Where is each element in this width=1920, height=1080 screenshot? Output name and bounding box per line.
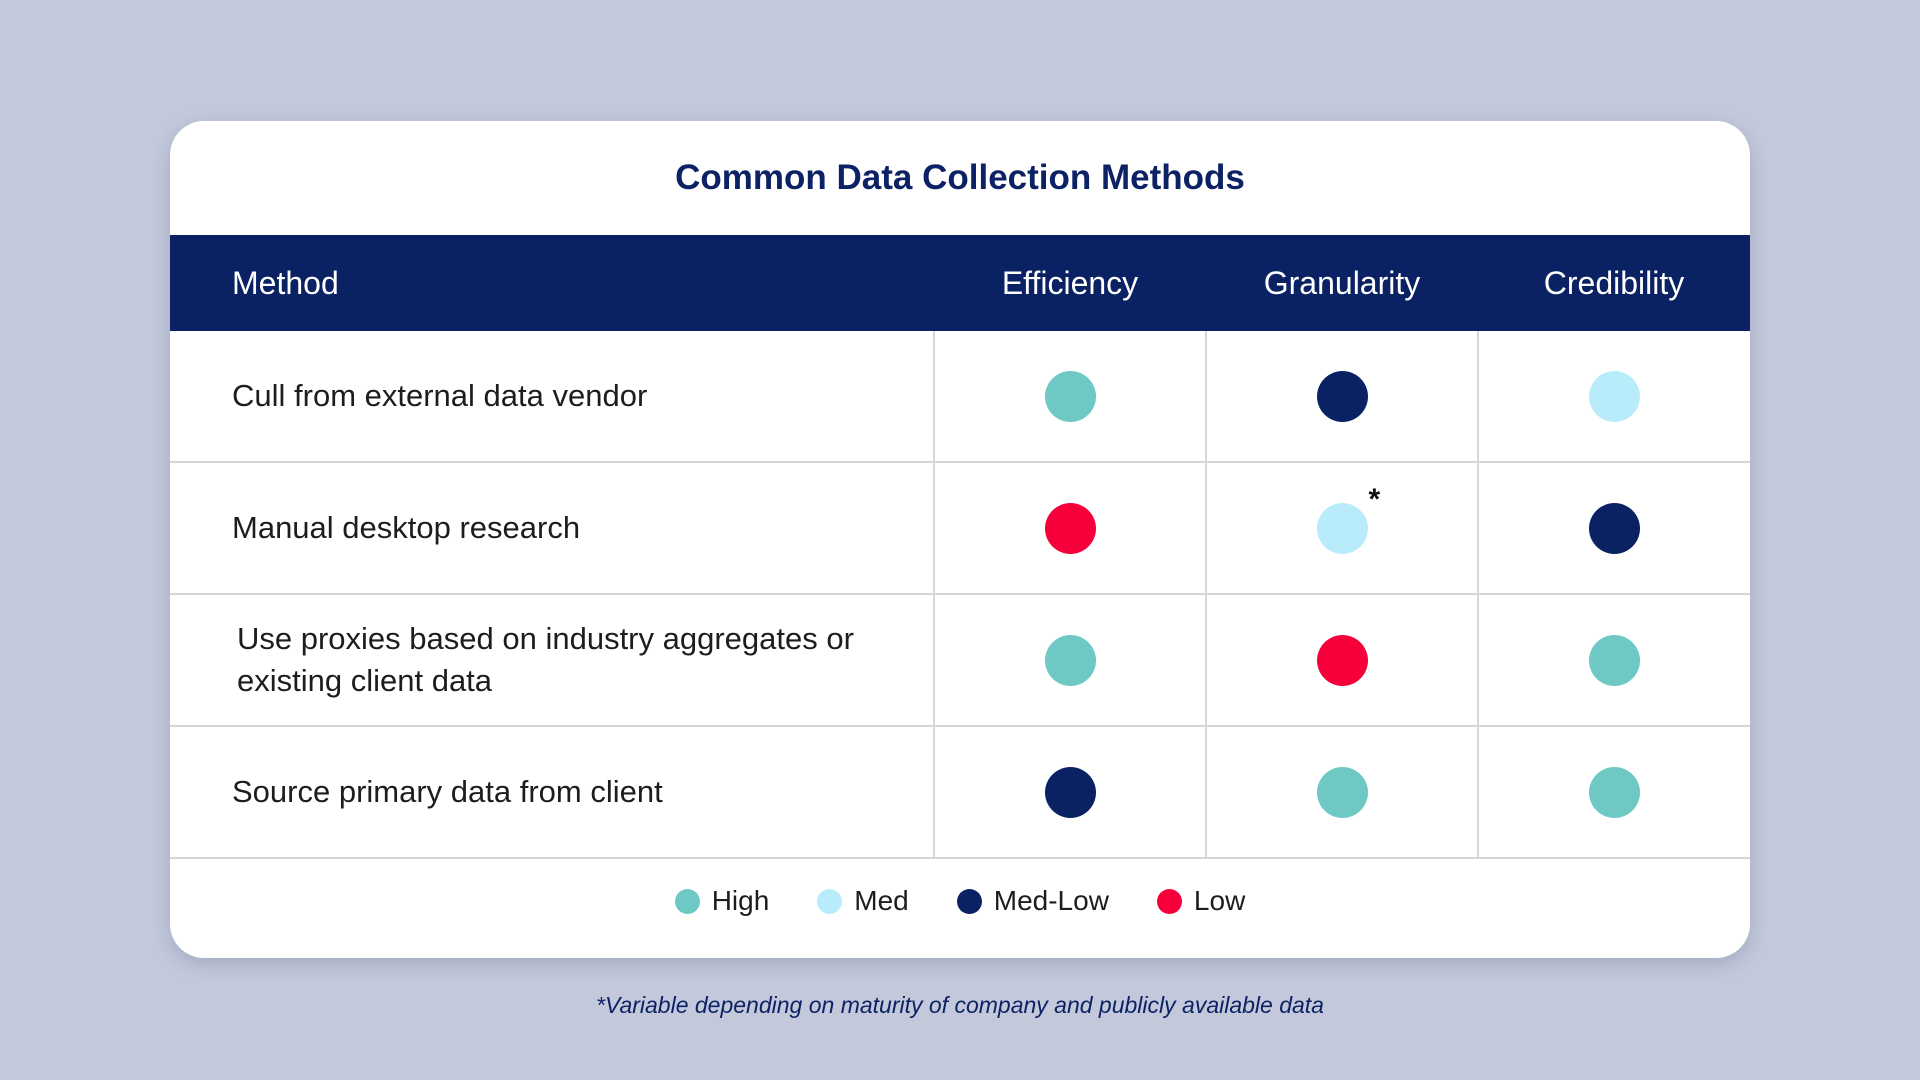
column-divider <box>933 727 935 857</box>
legend-item-medlow: Med-Low <box>956 885 1109 917</box>
granularity-cell: * <box>1206 463 1478 593</box>
rating-dot <box>1044 634 1096 686</box>
granularity-cell <box>1206 595 1478 725</box>
rating-dot <box>1316 634 1368 686</box>
method-cell: Cull from external data vendor <box>232 378 648 413</box>
column-divider <box>1477 595 1479 725</box>
rating-dot <box>1588 634 1640 686</box>
column-divider <box>1205 595 1207 725</box>
column-divider <box>1205 463 1207 593</box>
legend-label: Low <box>1193 885 1246 916</box>
efficiency-cell <box>934 595 1206 725</box>
column-divider <box>933 331 935 461</box>
efficiency-cell <box>934 331 1206 461</box>
column-divider <box>1205 727 1207 857</box>
rating-dot <box>1044 370 1096 422</box>
column-divider <box>933 595 935 725</box>
column-divider <box>1477 727 1479 857</box>
method-cell: Manual desktop research <box>232 510 581 545</box>
credibility-cell <box>1478 463 1750 593</box>
rating-dot <box>1588 370 1640 422</box>
rating-dot <box>1588 502 1640 554</box>
efficiency-cell <box>934 727 1206 857</box>
data-collection-card: Common Data Collection Methods Method Ef… <box>170 121 1750 958</box>
legend-dot <box>956 888 982 914</box>
legend-dot <box>817 888 843 914</box>
table-body: Cull from external data vendor Manual de… <box>170 331 1750 859</box>
footnote: *Variable depending on maturity of compa… <box>596 992 1324 1018</box>
table-row: Cull from external data vendor <box>170 331 1750 463</box>
table-row: Manual desktop research * <box>170 463 1750 595</box>
table-row: Source primary data from client <box>170 727 1750 859</box>
efficiency-cell <box>934 463 1206 593</box>
legend-label: High <box>711 885 770 916</box>
column-divider <box>1477 463 1479 593</box>
rating-dot: * <box>1316 483 1380 554</box>
legend-dot <box>674 888 700 914</box>
table-title: Common Data Collection Methods <box>675 158 1245 197</box>
method-cell: Use proxies based on industry aggregates… <box>237 621 854 698</box>
granularity-cell <box>1206 727 1478 857</box>
column-divider <box>1477 331 1479 461</box>
rating-dot <box>1044 502 1096 554</box>
legend-item-high: High <box>674 885 770 917</box>
header-efficiency: Efficiency <box>1001 264 1139 301</box>
column-divider <box>1205 331 1207 461</box>
rating-dot <box>1316 766 1368 818</box>
footnote-asterisk: * <box>1368 482 1381 516</box>
header-credibility: Credibility <box>1543 264 1685 301</box>
header-method: Method <box>232 264 339 301</box>
credibility-cell <box>1478 727 1750 857</box>
table-header: Method Efficiency Granularity Credibilit… <box>170 235 1750 331</box>
table-row: Use proxies based on industry aggregates… <box>170 595 1750 727</box>
legend-item-med: Med <box>817 885 909 917</box>
method-cell: Source primary data from client <box>232 774 663 809</box>
credibility-cell <box>1478 331 1750 461</box>
legend: High Med Med-Low Low <box>170 861 1750 941</box>
header-granularity: Granularity <box>1263 264 1421 301</box>
rating-dot <box>1588 766 1640 818</box>
legend-label: Med <box>854 885 909 916</box>
credibility-cell <box>1478 595 1750 725</box>
granularity-cell <box>1206 331 1478 461</box>
legend-item-low: Low <box>1156 885 1246 917</box>
rating-dot <box>1316 370 1368 422</box>
legend-dot <box>1156 888 1182 914</box>
legend-label: Med-Low <box>993 885 1109 916</box>
column-divider <box>933 463 935 593</box>
rating-dot <box>1044 766 1096 818</box>
